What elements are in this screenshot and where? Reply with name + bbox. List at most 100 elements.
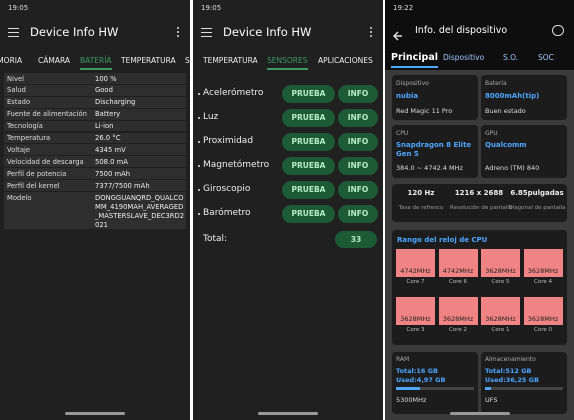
battery-screen: 19:05 Device Info HW MEMORIA CÁMARA BATERÍA T… [0, 0, 190, 420]
tab[interactable]: SENSORES [267, 56, 308, 70]
core-name: Core 5 [491, 279, 510, 285]
row-label: Velocidad de descarga [7, 157, 84, 166]
memory-total: Total:16 GB [396, 367, 438, 375]
card-main: 8000mAh(tip) [485, 92, 540, 100]
row-label: Perfil de potencia [7, 169, 67, 178]
row-value: DONGGUANQRD_QUALCOMM_4190MAH_AVERAGED_MA… [95, 193, 185, 229]
row-label: Voltaje [7, 145, 31, 154]
core-name: Core 2 [449, 327, 467, 333]
tab[interactable]: MEMORIA [0, 56, 23, 65]
memory-total: Total:512 GB [485, 367, 532, 375]
gesture-bar [65, 412, 125, 415]
row-value: 26.0 °C [95, 134, 121, 142]
usage-track [485, 387, 563, 390]
core-tile: 3628MHz [481, 297, 520, 325]
info-row: Modelo DONGGUANQRD_QUALCOMM_4190MAH_AVERA… [4, 192, 186, 229]
sensor-test-button[interactable]: PRUEBA [282, 181, 335, 199]
total-label: Total: [203, 234, 228, 244]
sensor-test-button[interactable]: PRUEBA [282, 205, 335, 223]
core-name: Core 3 [406, 327, 425, 333]
row-label: Fuente de alimentación [7, 110, 87, 119]
sensor-name: Barómetro [203, 208, 251, 218]
card: Batería 8000mAh(tip) Buen estado [481, 75, 567, 120]
back-button[interactable] [392, 26, 403, 41]
sensor-test-button[interactable]: PRUEBA [282, 85, 335, 103]
sensor-name: Luz [203, 112, 219, 122]
sensor-name: Acelerómetro [203, 88, 264, 98]
tab[interactable]: CÁMARA [38, 56, 71, 65]
tab[interactable]: Principal [391, 52, 439, 68]
dot [370, 35, 372, 37]
core-frequency: 3628MHz [527, 315, 559, 323]
tab[interactable]: APLICACIONES [318, 56, 373, 65]
card: CPU Snapdragon 8 Elite Gen 5 384.0 ~ 4742.… [392, 125, 478, 178]
row-label: Tecnología [7, 122, 43, 131]
memory-used: Used:4,97 GB [396, 376, 446, 384]
total-count: 33 [335, 231, 377, 248]
back-arrow [392, 31, 402, 41]
core-frequency: 3628MHz [442, 315, 474, 323]
memory-extra: 5300MHz [396, 396, 427, 404]
dot [370, 27, 372, 29]
row-value: Discharging [95, 98, 136, 107]
sensor-test-button[interactable]: PRUEBA [282, 109, 335, 127]
dot [177, 27, 179, 29]
app-title: Device Info HW [223, 25, 312, 39]
info-row: Voltaje 4345 mV [4, 144, 186, 156]
bullet [198, 189, 200, 191]
tab[interactable]: TEMPERATURA [121, 56, 176, 65]
chat-button[interactable] [552, 25, 564, 36]
core-tile: 4742MHz [438, 249, 478, 277]
tab[interactable]: SOC [538, 53, 554, 62]
tab[interactable]: S [185, 56, 190, 65]
card-main: nubia [396, 92, 419, 100]
bullet [198, 117, 200, 119]
card-main: Qualcomm [485, 141, 527, 149]
gesture-bar [449, 412, 510, 415]
core-tile: 4742MHz [396, 249, 435, 277]
core-frequency: 4742MHz [400, 267, 431, 275]
sensor-info-button[interactable]: INFO [338, 157, 378, 175]
gesture-bar [258, 412, 318, 415]
status-time: 19:05 [8, 4, 29, 12]
sensor-name: Magnetómetro [203, 160, 270, 170]
status-time: 19:05 [201, 4, 222, 12]
sensor-test-button[interactable]: PRUEBA [282, 157, 335, 175]
bullet [198, 213, 200, 215]
sensor-info-button[interactable]: INFO [338, 181, 378, 199]
menu-button[interactable] [201, 28, 212, 37]
core-frequency: 4742MHz [442, 267, 474, 275]
sensor-info-button[interactable]: INFO [338, 109, 378, 127]
card-sub: Buen estado [485, 107, 526, 115]
tab-indicator [391, 66, 439, 68]
app-title: Device Info HW [30, 25, 119, 39]
row-value: 4345 mV [95, 145, 126, 154]
display-label: Diagonal de pantalla [508, 205, 566, 211]
tab[interactable]: Dispositivo [443, 53, 485, 62]
sensor-info-button[interactable]: INFO [338, 133, 378, 151]
card-label: GPU [485, 130, 498, 137]
row-label: Nivel [7, 74, 25, 83]
memory-label: RAM [396, 356, 410, 363]
row-value: Good [95, 86, 113, 95]
info-row: Estado Discharging [4, 96, 186, 108]
sensor-info-button[interactable]: INFO [338, 205, 378, 223]
tab[interactable]: TEMPERATURA [203, 56, 258, 65]
core-tile: 3628MHz [523, 297, 563, 325]
sensor-info-button[interactable]: INFO [338, 85, 378, 103]
sensor-test-button[interactable]: PRUEBA [282, 133, 335, 151]
more-button[interactable] [176, 27, 180, 38]
info-row: Temperatura 26.0 °C [4, 132, 186, 144]
row-value: 7500 mAh [95, 169, 131, 178]
display-value: 6.85pulgadas [510, 189, 564, 197]
row-value: 7377/7500 mAh [95, 181, 150, 190]
menu-button[interactable] [8, 28, 19, 37]
screen-title: Info. del dispositivo [415, 25, 508, 36]
tab[interactable]: BATERÍA [80, 56, 112, 70]
more-button[interactable] [369, 27, 373, 38]
bullet [198, 141, 200, 143]
core-frequency: 3628MHz [527, 267, 559, 275]
tab[interactable]: S.O. [503, 53, 519, 62]
core-tile: 3628MHz [523, 249, 563, 277]
